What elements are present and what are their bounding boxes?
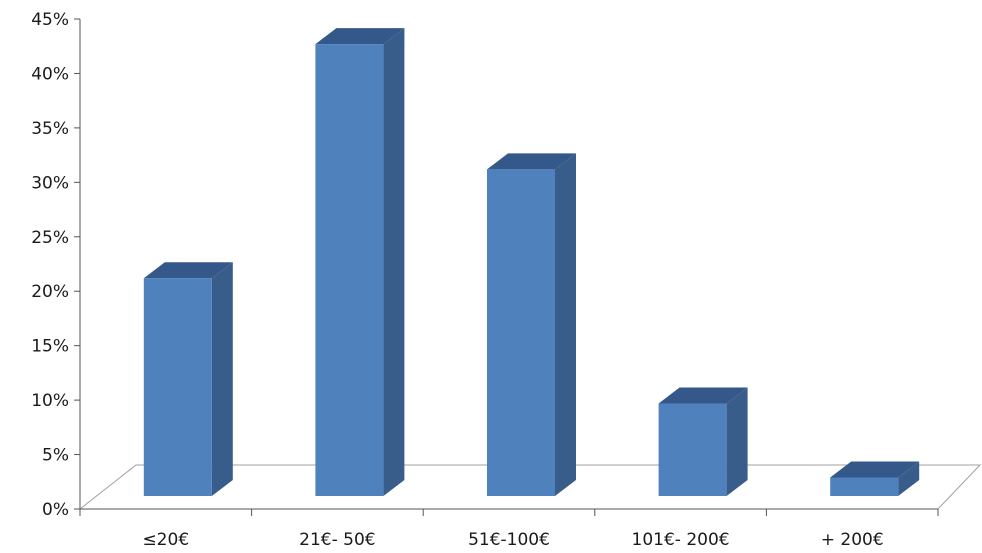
bar-front: [143, 278, 212, 496]
bar-side: [555, 153, 576, 497]
bar-side: [726, 387, 748, 496]
bar-front: [830, 477, 899, 496]
y-tick-label: 30%: [31, 173, 69, 193]
y-tick-label: 15%: [31, 337, 69, 357]
y-tick-label: 20%: [31, 282, 69, 302]
x-category-label: 101€- 200€: [632, 530, 730, 550]
y-tick-label: 40%: [31, 64, 69, 84]
bar-top: [315, 28, 405, 45]
y-tick-label: 5%: [42, 446, 69, 466]
x-axis-labels: ≤20€ 21€- 50€ 51€-100€ 101€- 200€ + 200€: [79, 509, 939, 550]
chart-axes: [78, 19, 982, 510]
bar-top: [487, 153, 576, 170]
bar-top: [658, 387, 748, 404]
bar-top: [143, 262, 233, 279]
y-tick-label: 0%: [42, 500, 69, 520]
y-tick-label: 45%: [31, 10, 69, 30]
bar: [487, 153, 576, 497]
x-category-label: 21€- 50€: [299, 530, 375, 550]
bar: [315, 28, 405, 496]
x-category-label: ≤20€: [142, 530, 189, 550]
y-axis-ticks: 0% 5% 10% 15% 20% 25% 30% 35% 40% 45%: [31, 10, 80, 520]
bar-side: [211, 262, 233, 496]
x-category-label: 51€-100€: [468, 530, 550, 550]
bar-series: [143, 28, 920, 497]
bar: [658, 387, 748, 496]
bar-front: [487, 169, 555, 497]
y-tick-label: 35%: [31, 119, 69, 139]
bar-side: [898, 461, 920, 496]
bar-top: [830, 461, 920, 478]
y-tick-label: 10%: [31, 391, 69, 411]
bar-side: [383, 28, 405, 496]
bar: [830, 461, 920, 496]
y-tick-label: 25%: [31, 228, 69, 248]
x-category-label: + 200€: [821, 530, 884, 550]
bar: [143, 262, 233, 496]
bar-front: [658, 403, 727, 496]
bar-front: [315, 44, 384, 496]
